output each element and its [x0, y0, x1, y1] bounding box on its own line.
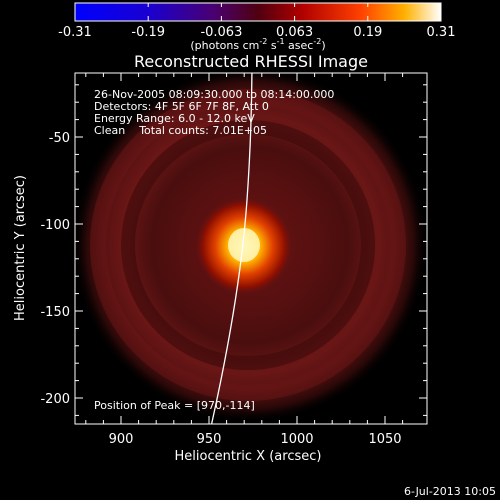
y-axis-label: Heliocentric Y (arcsec): [13, 175, 28, 321]
colorbar-tick-label: 0.063: [276, 25, 313, 40]
rhessi-image: [75, 73, 427, 424]
colorbar: -0.31 -0.19 -0.063 0.063 0.19 0.31 (photons c…: [58, 2, 456, 52]
halo-ring-dark: [121, 120, 375, 370]
colorbar-gradient: [74, 2, 442, 22]
peak-position-label: Position of Peak = [970,-114]: [94, 399, 255, 412]
x-axis-label: Heliocentric X (arcsec): [175, 449, 322, 464]
colorbar-tick-label: 0.31: [427, 25, 456, 40]
y-tick-label: -150: [40, 305, 70, 320]
plot-frame: [74, 72, 428, 425]
colorbar-tick-label: 0.19: [353, 25, 382, 40]
colorbar-tick-label: -0.31: [58, 25, 92, 40]
info-energy-range: Energy Range: 6.0 - 12.0 keV: [94, 112, 255, 125]
source-core: [228, 228, 260, 262]
info-time-range: 26-Nov-2005 08:09:30.000 to 08:14:00.000: [94, 88, 334, 101]
colorbar-tick-label: -0.063: [200, 25, 242, 40]
solar-limb-line: [210, 73, 253, 424]
halo-ring-bright: [90, 89, 406, 401]
info-clean-counts: Clean Total counts: 7.01E+05: [94, 124, 267, 137]
y-tick-label: -200: [40, 392, 70, 407]
x-tick-label: 1000: [280, 432, 313, 447]
colorbar-unit-label: (photons cm-2 s-1 asec-2): [190, 37, 325, 52]
plot-title: Reconstructed RHESSI Image: [134, 52, 368, 71]
axis-ticks: [75, 73, 427, 424]
y-tick-label: -50: [49, 131, 70, 146]
colorbar-tick-label: -0.19: [131, 25, 165, 40]
info-detectors: Detectors: 4F 5F 6F 7F 8F, Att 0: [94, 100, 269, 113]
generation-timestamp: 6-Jul-2013 10:05: [404, 485, 496, 498]
y-tick-label: -100: [40, 218, 70, 233]
x-tick-label: 900: [109, 432, 134, 447]
x-tick-label: 950: [197, 432, 222, 447]
x-tick-label: 1050: [368, 432, 401, 447]
